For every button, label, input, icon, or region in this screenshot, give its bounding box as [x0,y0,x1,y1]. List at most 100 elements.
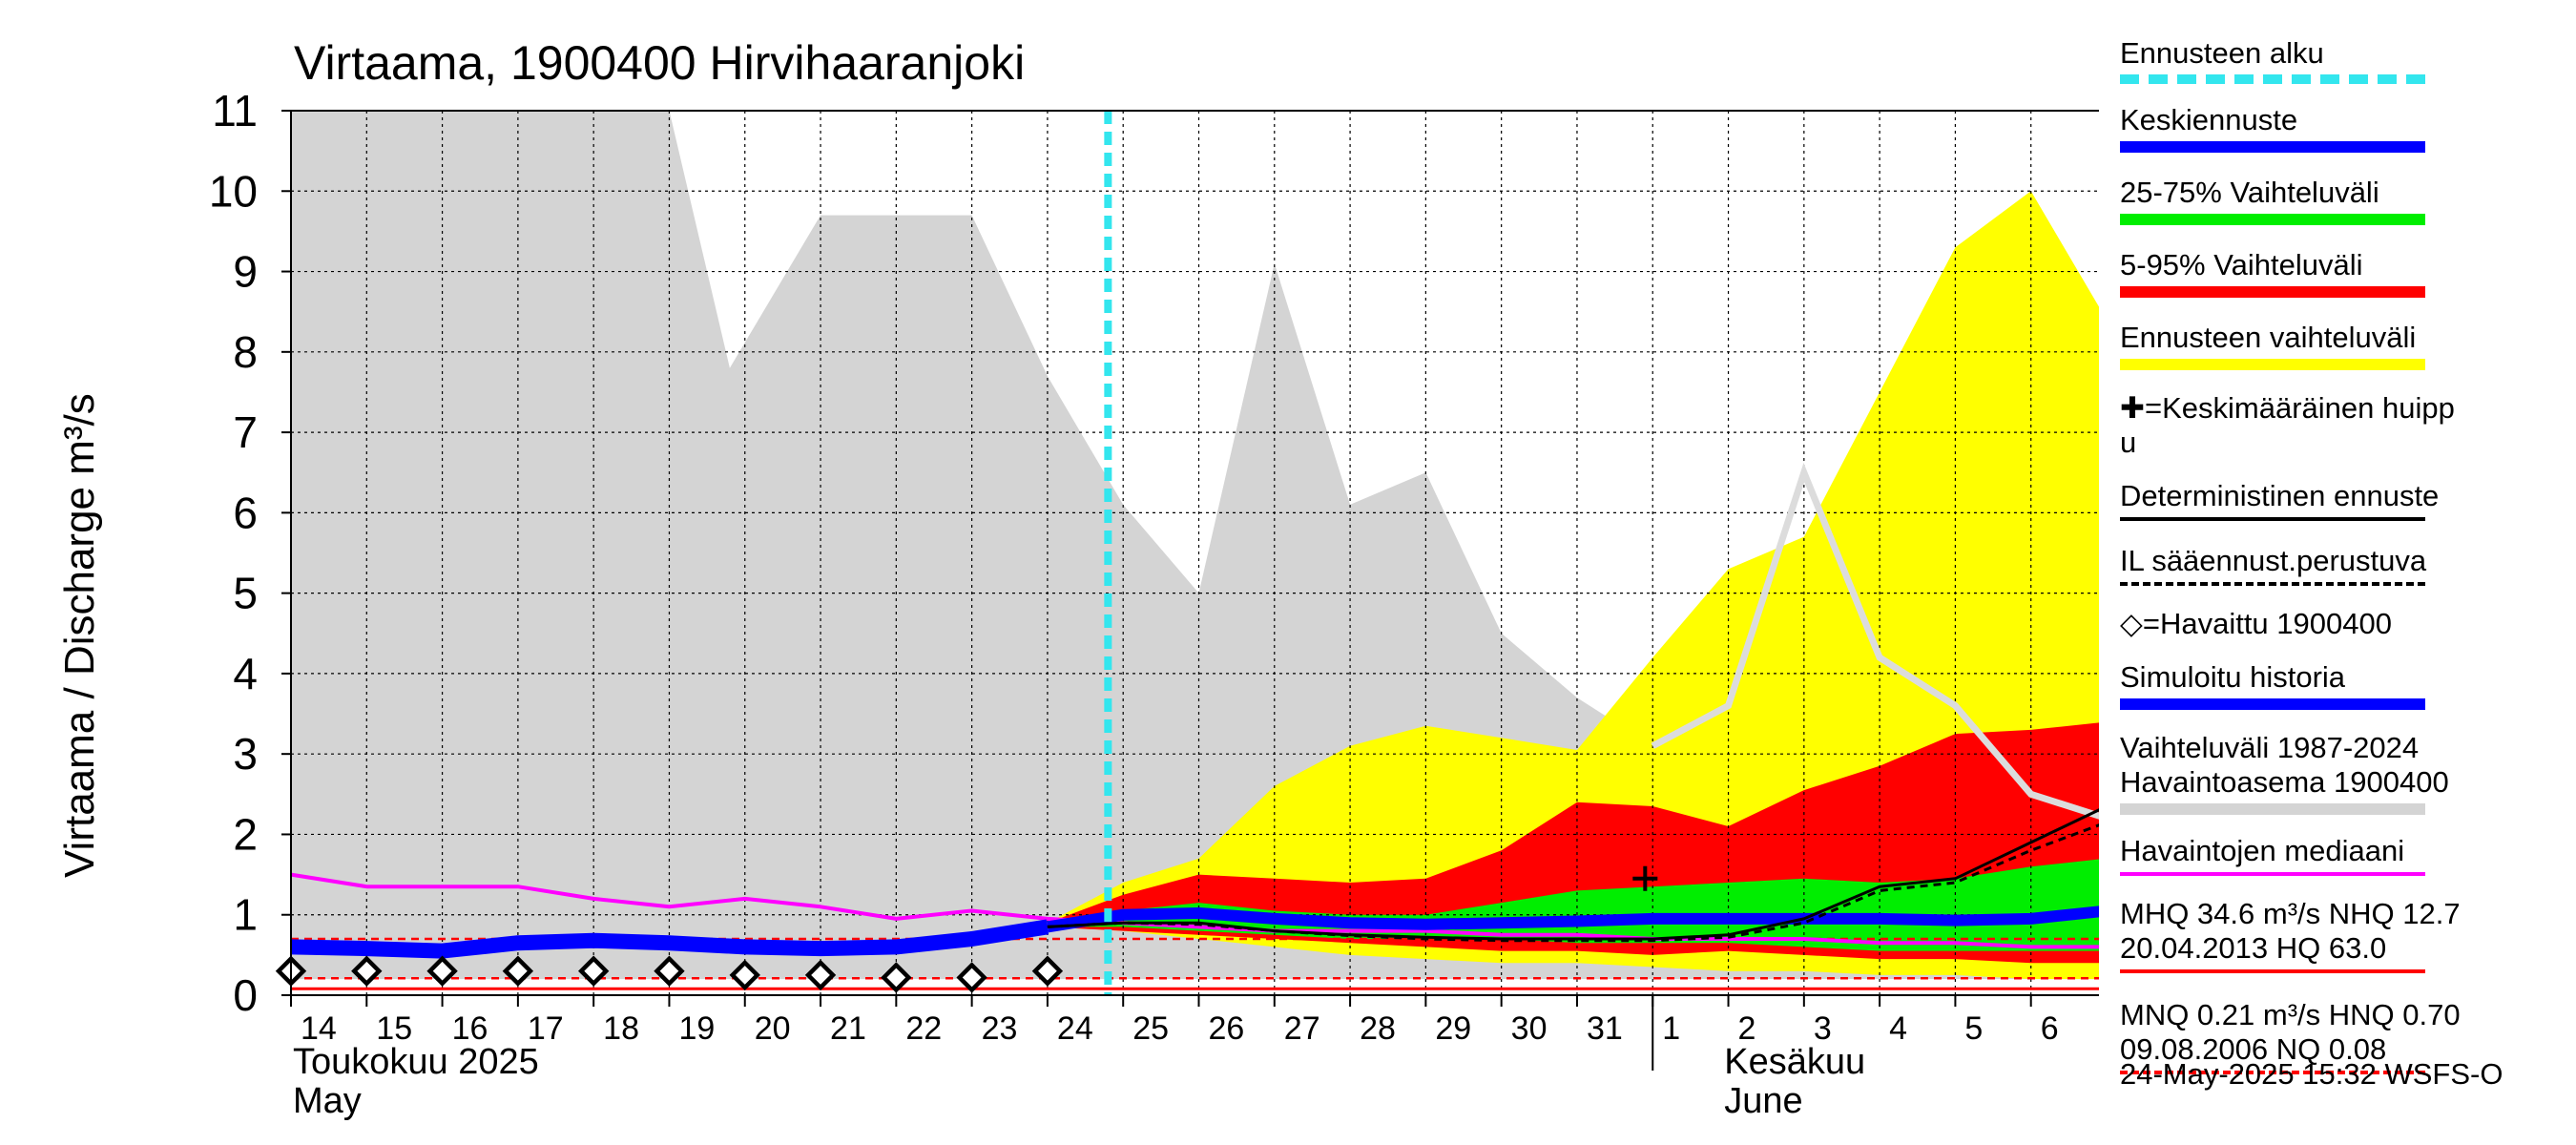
observed-point [426,955,458,987]
x-tick-label: 2 [1738,1010,1756,1047]
y-tick-label: 4 [233,649,258,698]
observed-point [804,959,837,991]
x-tick-label: 22 [905,1010,942,1047]
legend-swatch [2120,359,2425,370]
observed-median-line [290,872,2099,949]
x-tick-label: 3 [1814,1010,1832,1047]
x-tick-label: 30 [1511,1010,1548,1047]
legend-swatch [2120,286,2425,298]
x-tick-label: 5 [1964,1010,1983,1047]
x-tick-label: 18 [603,1010,639,1047]
x-tick-label: 29 [1435,1010,1471,1047]
month-label-en: May [293,1081,362,1121]
legend-item: Havaintojen mediaani [2120,834,2540,876]
legend-item: Simuloitu historia [2120,660,2540,710]
legend-item: ◇=Havaittu 1900400 [2120,607,2540,641]
x-tick-label: 16 [452,1010,488,1047]
observed-point [956,962,987,993]
legend-item: Vaihteluväli 1987-2024 Havaintoasema 190… [2120,731,2540,815]
legend-item: 25-75% Vaihteluväli [2120,176,2540,225]
legend-label: Vaihteluväli 1987-2024 Havaintoasema 190… [2120,731,2449,799]
legend: Ennusteen alku Keskiennuste 25-75% Vaihtel… [2120,36,2540,1074]
legend-item: Deterministinen ennuste [2120,479,2540,521]
x-tick-label: 31 [1587,1010,1623,1047]
x-tick-label: 26 [1209,1010,1245,1047]
legend-item: Keskiennuste [2120,103,2540,153]
month-label-fi: Kesäkuu [1724,1042,1865,1082]
legend-label: Keskiennuste [2120,103,2298,136]
legend-swatch [2120,517,2425,521]
weather-forecast-line [1047,823,2099,943]
x-tick-label: 27 [1284,1010,1320,1047]
x-tick-label: 14 [301,1010,337,1047]
legend-swatch [2120,582,2425,586]
legend-item: Ennusteen vaihteluväli [2120,321,2540,370]
legend-label: Deterministinen ennuste [2120,479,2440,512]
observed-point [351,955,383,987]
x-tick-label: 4 [1889,1010,1907,1047]
range-25-75-area [1047,859,2099,951]
observed-point [654,955,685,987]
y-tick-label: 10 [209,166,258,216]
mean-peak-marker [1632,865,1658,891]
legend-swatch [2120,969,2425,973]
x-tick-label: 28 [1360,1010,1396,1047]
y-tick-label: 8 [233,327,258,377]
timestamp-footer: 24-May-2025 15:32 WSFS-O [2120,1057,2503,1091]
legend-item: IL sääennust.perustuva [2120,544,2540,586]
legend-label: Ennusteen vaihteluväli [2120,321,2417,354]
discharge-chart: Virtaama, 1900400 Hirvihaaranjoki Virtaa… [56,36,2099,1121]
legend-item: Ennusteen alku [2120,36,2540,84]
y-tick-label: 6 [233,488,258,537]
legend-label: Ennusteen alku [2120,36,2324,70]
x-tick-label: 15 [376,1010,412,1047]
legend-swatch [2120,74,2425,84]
legend-item: ✚=Keskimääräinen huipp u [2120,391,2540,460]
legend-swatch [2120,214,2425,225]
legend-swatch [2120,872,2425,876]
historical-peak-line [1651,463,2099,820]
mean-forecast-line [1046,906,2099,933]
legend-swatch [2120,803,2425,815]
observed-point [577,955,610,987]
legend-label: Simuloitu historia [2120,660,2346,694]
legend-label: ✚=Keskimääräinen huipp u [2120,391,2455,459]
legend-label: MHQ 34.6 m³/s NHQ 12.7 20.04.2013 HQ 63.… [2120,897,2461,965]
legend-label: 25-75% Vaihteluväli [2120,176,2379,209]
x-tick-label: 17 [528,1010,564,1047]
legend-swatch [2120,1071,2425,1074]
x-tick-label: 25 [1132,1010,1169,1047]
legend-swatch [2120,141,2425,153]
y-tick-label: 2 [233,809,258,859]
legend-swatch [2120,698,2425,710]
legend-label: IL sääennust.perustuva [2120,544,2427,577]
legend-item: MHQ 34.6 m³/s NHQ 12.7 20.04.2013 HQ 63.… [2120,897,2540,973]
legend-item: 5-95% Vaihteluväli [2120,248,2540,298]
observed-point [729,959,760,991]
grid-layer [291,111,2099,995]
y-tick-label: 3 [233,729,258,779]
forecast-range-layer [1047,191,2099,980]
chart-title: Virtaama, 1900400 Hirvihaaranjoki [294,36,1025,90]
month-label-en: June [1724,1081,1802,1121]
y-tick-label: 5 [233,569,258,618]
x-tick-label: 21 [830,1010,866,1047]
x-tick-label: 23 [982,1010,1018,1047]
series-lines-layer [275,111,2099,995]
observed-point [881,962,912,993]
y-tick-label: 7 [233,407,258,457]
x-tick-label: 20 [755,1010,791,1047]
x-tick-label: 19 [678,1010,715,1047]
month-label-fi: Toukokuu 2025 [293,1042,539,1082]
simulated-history-line [290,919,1049,959]
legend-item: MNQ 0.21 m³/s HNQ 0.70 09.08.2006 NQ 0.0… [2120,998,2540,1074]
observed-point [502,955,534,987]
legend-label: MNQ 0.21 m³/s HNQ 0.70 09.08.2006 NQ 0.0… [2120,998,2461,1066]
y-tick-label: 9 [233,247,258,297]
x-tick-label: 24 [1057,1010,1093,1047]
y-tick-label: 11 [212,86,258,135]
y-tick-label: 1 [233,890,258,940]
legend-label: ◇=Havaittu 1900400 [2120,607,2392,640]
y-axis-label: Virtaama / Discharge m³/s [56,393,103,878]
